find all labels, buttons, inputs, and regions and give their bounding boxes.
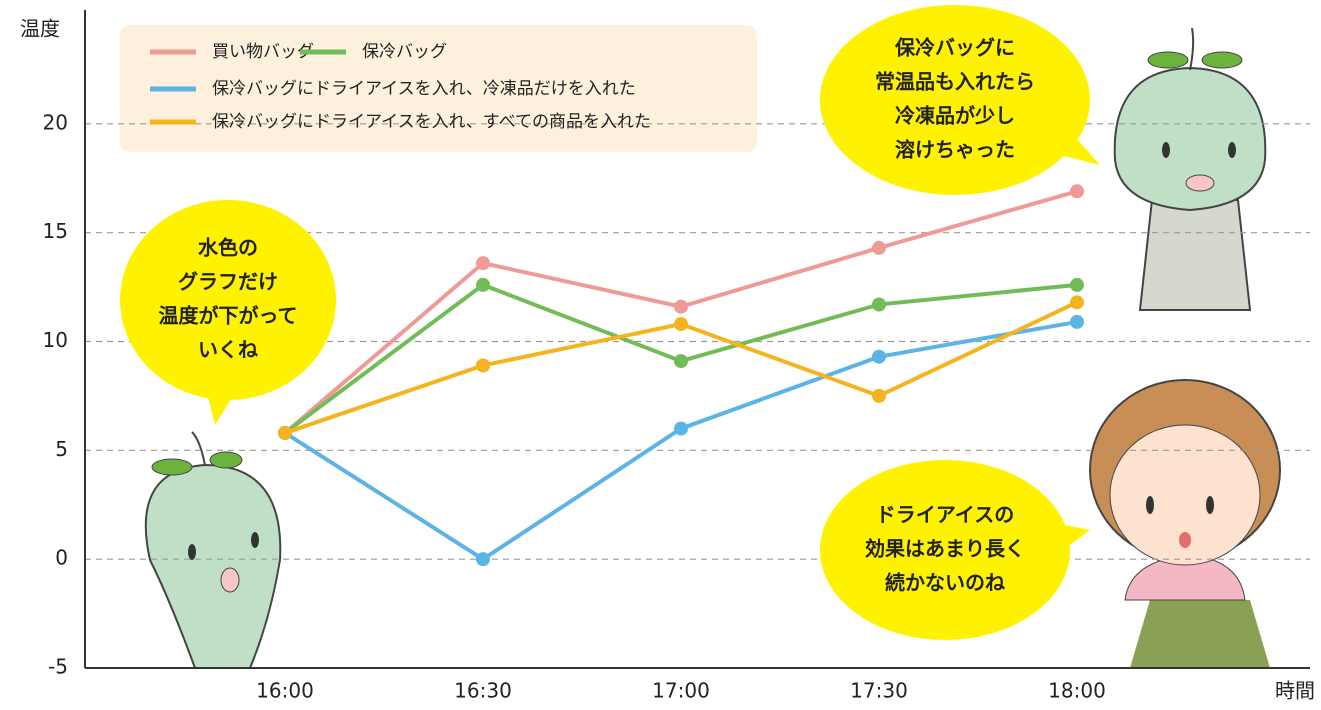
data-point xyxy=(476,277,490,292)
x-tick-label: 16:30 xyxy=(454,679,512,703)
x-axis-label: 時間 xyxy=(1275,679,1315,703)
data-point xyxy=(872,349,886,364)
annotation-text: 保冷バッグに xyxy=(894,36,1015,60)
y-tick-label: -5 xyxy=(48,655,68,679)
annotation-text: ドライアイスの xyxy=(876,503,1014,527)
legend-label: 保冷バッグにドライアイスを入れ、すべての商品を入れた xyxy=(212,112,651,132)
data-point xyxy=(476,552,490,567)
data-point xyxy=(872,297,886,312)
x-tick-label: 17:00 xyxy=(652,679,710,703)
data-point xyxy=(1070,277,1084,292)
y-tick-label: 5 xyxy=(55,437,68,461)
speech-bubble xyxy=(820,5,1090,195)
y-tick-label: 0 xyxy=(55,546,68,570)
x-tick-label: 16:00 xyxy=(256,679,314,703)
data-point xyxy=(278,425,292,440)
data-point xyxy=(476,358,490,373)
legend-label: 保冷バッグ xyxy=(362,42,447,62)
annotation-text: 常温品も入れたら xyxy=(875,70,1035,94)
legend-box xyxy=(120,25,757,152)
data-point xyxy=(476,256,490,271)
y-tick-label: 20 xyxy=(43,110,68,134)
x-tick-label: 18:00 xyxy=(1048,679,1106,703)
annotation-text: 冷凍品が少し xyxy=(895,104,1015,128)
annotation-text: 溶けちゃった xyxy=(895,138,1015,162)
annotation-text: 効果はあまり長く xyxy=(865,537,1025,561)
speech-bubble xyxy=(820,460,1070,640)
legend-label: 買い物バッグ xyxy=(212,42,314,62)
woman-character xyxy=(1089,379,1281,668)
data-point xyxy=(872,388,886,403)
y-tick-label: 15 xyxy=(43,219,68,243)
y-tick-label: 10 xyxy=(43,328,68,352)
speech-bubble xyxy=(120,200,336,400)
annotation-text: 温度が下がって xyxy=(159,304,298,328)
sprout-character-left xyxy=(144,431,282,669)
annotation-text: いくね xyxy=(198,338,258,362)
data-point xyxy=(674,299,688,314)
y-axis-label: 温度 xyxy=(20,17,60,41)
data-point xyxy=(872,240,886,255)
data-point xyxy=(674,421,688,436)
data-point xyxy=(674,354,688,369)
data-point xyxy=(1070,184,1084,199)
annotation-text: グラフだけ xyxy=(178,270,278,294)
legend-label: 保冷バッグにドライアイスを入れ、冷凍品だけを入れた xyxy=(212,79,636,99)
sprout-character-right xyxy=(1113,27,1267,311)
data-point xyxy=(1070,295,1084,310)
x-tick-label: 17:30 xyxy=(850,679,908,703)
data-point xyxy=(674,317,688,332)
annotation-text: 続かないのね xyxy=(885,571,1005,595)
annotation-text: 水色の xyxy=(198,236,258,260)
data-point xyxy=(1070,314,1084,329)
